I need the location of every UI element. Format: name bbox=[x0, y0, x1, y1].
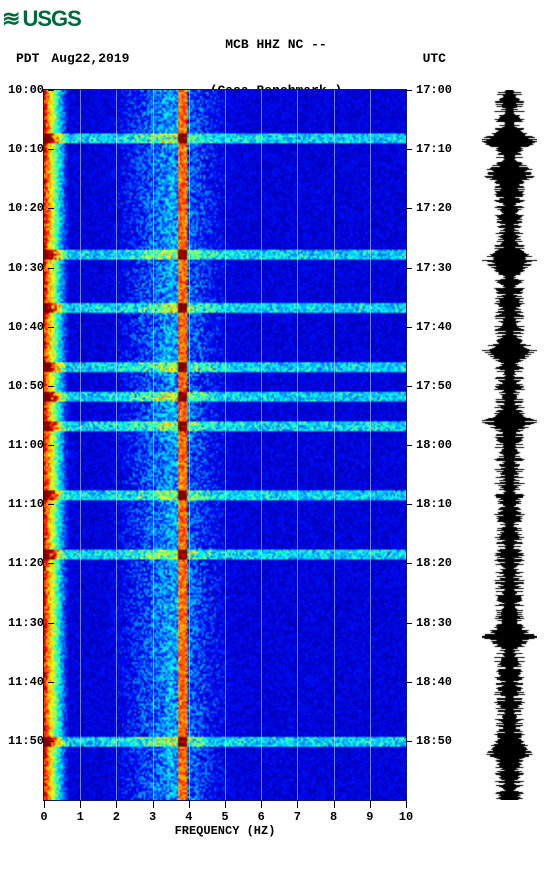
logo-text: USGS bbox=[22, 6, 80, 32]
y-tick bbox=[48, 623, 54, 625]
y-tick bbox=[406, 741, 412, 743]
y-tick-label: 11:50 bbox=[8, 734, 44, 748]
y-tick bbox=[48, 386, 54, 388]
y-tick bbox=[406, 563, 412, 565]
y-tick bbox=[406, 504, 412, 506]
y-tick-label: 18:20 bbox=[416, 556, 452, 570]
y-tick-label: 18:50 bbox=[416, 734, 452, 748]
y-tick bbox=[406, 386, 412, 388]
grid-line bbox=[334, 90, 336, 800]
grid-line bbox=[153, 90, 155, 800]
x-tick bbox=[189, 800, 191, 808]
x-tick-label: 10 bbox=[399, 810, 413, 824]
waveform-panel bbox=[482, 90, 537, 800]
grid-line bbox=[225, 90, 227, 800]
y-tick-label: 18:10 bbox=[416, 497, 452, 511]
wave-icon: ≋ bbox=[2, 8, 19, 30]
x-tick bbox=[406, 800, 408, 808]
y-axis-left: 10:0010:1010:2010:3010:4010:5011:0011:10… bbox=[0, 90, 48, 800]
y-tick-label: 10:40 bbox=[8, 320, 44, 334]
y-tick-label: 17:30 bbox=[416, 261, 452, 275]
y-tick bbox=[48, 208, 54, 210]
y-tick-label: 11:20 bbox=[8, 556, 44, 570]
y-tick bbox=[48, 563, 54, 565]
x-tick-label: 3 bbox=[149, 810, 156, 824]
y-tick-label: 18:00 bbox=[416, 438, 452, 452]
y-tick bbox=[406, 149, 412, 151]
x-axis-title: FREQUENCY (HZ) bbox=[44, 824, 406, 838]
y-tick-label: 17:10 bbox=[416, 142, 452, 156]
y-tick bbox=[406, 268, 412, 270]
y-tick-label: 17:20 bbox=[416, 201, 452, 215]
waveform-canvas bbox=[482, 90, 537, 800]
y-tick-label: 11:40 bbox=[8, 675, 44, 689]
x-tick bbox=[80, 800, 82, 808]
y-tick bbox=[406, 90, 412, 92]
y-tick-label: 17:40 bbox=[416, 320, 452, 334]
x-tick-label: 8 bbox=[330, 810, 337, 824]
y-tick-label: 10:00 bbox=[8, 83, 44, 97]
x-axis: FREQUENCY (HZ) 012345678910 bbox=[44, 800, 406, 840]
y-tick bbox=[48, 504, 54, 506]
y-tick bbox=[48, 682, 54, 684]
x-tick-label: 4 bbox=[185, 810, 192, 824]
y-tick bbox=[48, 90, 54, 92]
y-tick-label: 11:00 bbox=[8, 438, 44, 452]
y-tick-label: 10:20 bbox=[8, 201, 44, 215]
grid-line bbox=[80, 90, 82, 800]
x-tick bbox=[116, 800, 118, 808]
y-tick-label: 10:10 bbox=[8, 142, 44, 156]
x-tick-label: 0 bbox=[40, 810, 47, 824]
x-tick-label: 2 bbox=[113, 810, 120, 824]
y-tick bbox=[406, 623, 412, 625]
usgs-logo: ≋ USGS bbox=[2, 6, 81, 32]
y-tick bbox=[48, 149, 54, 151]
x-tick bbox=[297, 800, 299, 808]
y-tick bbox=[48, 445, 54, 447]
y-tick bbox=[48, 268, 54, 270]
x-tick bbox=[261, 800, 263, 808]
y-tick bbox=[406, 208, 412, 210]
grid-line bbox=[261, 90, 263, 800]
x-tick bbox=[153, 800, 155, 808]
grid-line bbox=[297, 90, 299, 800]
y-tick bbox=[48, 741, 54, 743]
x-tick-label: 5 bbox=[221, 810, 228, 824]
x-tick bbox=[334, 800, 336, 808]
y-tick bbox=[48, 327, 54, 329]
grid-line bbox=[116, 90, 118, 800]
y-tick-label: 18:30 bbox=[416, 616, 452, 630]
grid-line bbox=[189, 90, 191, 800]
x-tick bbox=[225, 800, 227, 808]
x-tick-label: 1 bbox=[77, 810, 84, 824]
x-tick-label: 6 bbox=[258, 810, 265, 824]
y-tick bbox=[406, 445, 412, 447]
x-tick bbox=[44, 800, 46, 808]
spectrogram-panel bbox=[44, 90, 406, 800]
y-tick-label: 11:10 bbox=[8, 497, 44, 511]
x-tick-label: 7 bbox=[294, 810, 301, 824]
y-tick-label: 10:50 bbox=[8, 379, 44, 393]
y-tick-label: 17:00 bbox=[416, 83, 452, 97]
chart-header: MCB HHZ NC -- PDT Aug22,2019 UTC (Casa B… bbox=[0, 36, 552, 68]
x-tick-label: 9 bbox=[366, 810, 373, 824]
grid-line bbox=[370, 90, 372, 800]
y-tick bbox=[406, 682, 412, 684]
y-tick bbox=[406, 327, 412, 329]
x-tick bbox=[370, 800, 372, 808]
station-line: MCB HHZ NC -- bbox=[0, 36, 552, 54]
y-tick-label: 18:40 bbox=[416, 675, 452, 689]
y-tick-label: 11:30 bbox=[8, 616, 44, 630]
y-tick-label: 10:30 bbox=[8, 261, 44, 275]
y-tick-label: 17:50 bbox=[416, 379, 452, 393]
y-axis-right: 17:0017:1017:2017:3017:4017:5018:0018:10… bbox=[406, 90, 454, 800]
